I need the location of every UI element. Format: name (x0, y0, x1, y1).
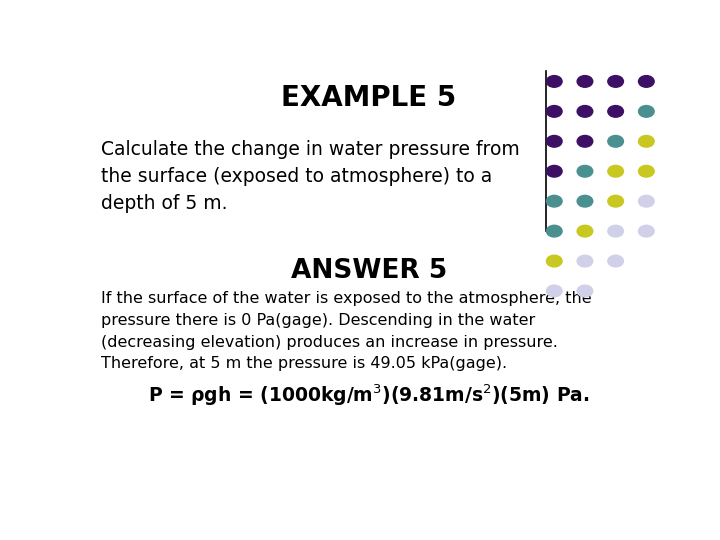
Circle shape (608, 165, 624, 177)
Circle shape (577, 225, 593, 237)
Circle shape (639, 136, 654, 147)
Circle shape (577, 195, 593, 207)
Text: P = ρgh = (1000kg/m$^3$)(9.81m/s$^2$)(5m) Pa.: P = ρgh = (1000kg/m$^3$)(9.81m/s$^2$)(5m… (148, 383, 590, 408)
Circle shape (608, 195, 624, 207)
Circle shape (639, 165, 654, 177)
Circle shape (546, 76, 562, 87)
Circle shape (577, 165, 593, 177)
Circle shape (546, 225, 562, 237)
Circle shape (546, 165, 562, 177)
Circle shape (577, 285, 593, 297)
Circle shape (546, 195, 562, 207)
Circle shape (546, 105, 562, 117)
Circle shape (639, 225, 654, 237)
Circle shape (546, 136, 562, 147)
Text: Calculate the change in water pressure from
the surface (exposed to atmosphere) : Calculate the change in water pressure f… (101, 140, 520, 213)
Circle shape (608, 76, 624, 87)
Text: ANSWER 5: ANSWER 5 (291, 258, 447, 284)
Circle shape (546, 285, 562, 297)
Circle shape (546, 255, 562, 267)
Circle shape (577, 76, 593, 87)
Circle shape (608, 105, 624, 117)
Circle shape (639, 76, 654, 87)
Circle shape (577, 136, 593, 147)
Circle shape (608, 255, 624, 267)
Circle shape (577, 255, 593, 267)
Text: If the surface of the water is exposed to the atmosphere, the
pressure there is : If the surface of the water is exposed t… (101, 292, 592, 371)
Circle shape (577, 105, 593, 117)
Text: EXAMPLE 5: EXAMPLE 5 (282, 84, 456, 112)
Circle shape (608, 136, 624, 147)
Circle shape (639, 105, 654, 117)
Circle shape (608, 225, 624, 237)
Circle shape (639, 195, 654, 207)
